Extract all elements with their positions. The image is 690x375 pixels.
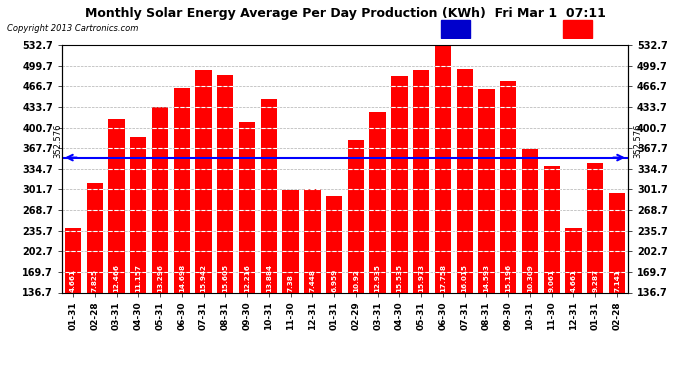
Bar	[217, 75, 233, 292]
Text: 352.576: 352.576	[633, 123, 642, 158]
Text: 13.296: 13.296	[157, 264, 163, 292]
Text: Monthly Solar Energy Average Per Day Production (KWh)  Fri Mar 1  07:11: Monthly Solar Energy Average Per Day Pro…	[85, 8, 605, 21]
Text: Copyright 2013 Cartronics.com: Copyright 2013 Cartronics.com	[7, 24, 138, 33]
Bar	[609, 193, 625, 292]
Text: 9.061: 9.061	[549, 269, 555, 292]
Bar	[435, 45, 451, 292]
Bar	[239, 122, 255, 292]
Text: 15.535: 15.535	[396, 264, 402, 292]
Text: 6.959: 6.959	[331, 268, 337, 292]
Text: 352.576: 352.576	[53, 123, 62, 158]
Bar	[174, 88, 190, 292]
Text: 10.92: 10.92	[353, 269, 359, 292]
Text: 15.973: 15.973	[418, 264, 424, 292]
Bar	[152, 107, 168, 292]
Bar	[108, 119, 125, 292]
Text: Monthly  (kWh): Monthly (kWh)	[595, 25, 668, 34]
Text: 12.216: 12.216	[244, 264, 250, 292]
Text: 4.661: 4.661	[571, 269, 577, 292]
Text: 15.605: 15.605	[222, 264, 228, 292]
Text: 17.758: 17.758	[440, 264, 446, 292]
Bar	[563, 20, 593, 38]
Bar	[65, 228, 81, 292]
Text: 4.661: 4.661	[70, 269, 76, 292]
Bar	[565, 228, 582, 292]
Text: 7.141: 7.141	[614, 269, 620, 292]
Bar	[413, 70, 429, 292]
Bar	[500, 81, 516, 292]
Bar	[478, 89, 495, 292]
Text: 14.593: 14.593	[484, 264, 489, 292]
Bar	[348, 140, 364, 292]
Text: 12.466: 12.466	[113, 264, 119, 292]
Text: 15.942: 15.942	[201, 264, 206, 292]
Text: Average  (kWh): Average (kWh)	[473, 25, 546, 34]
Text: 11.157: 11.157	[135, 264, 141, 292]
Bar	[282, 190, 299, 292]
Bar	[369, 112, 386, 292]
Text: 9.287: 9.287	[592, 269, 598, 292]
Text: 7.38: 7.38	[288, 274, 294, 292]
Bar	[195, 70, 212, 292]
Bar	[326, 195, 342, 292]
Text: 7.448: 7.448	[309, 269, 315, 292]
Text: 13.884: 13.884	[266, 264, 272, 292]
Bar	[304, 189, 321, 292]
Bar	[261, 99, 277, 292]
Bar	[86, 183, 103, 292]
Text: 16.015: 16.015	[462, 264, 468, 292]
Text: 15.196: 15.196	[505, 264, 511, 292]
Text: 14.698: 14.698	[179, 264, 185, 292]
Bar	[441, 20, 470, 38]
Bar	[544, 166, 560, 292]
Text: 12.935: 12.935	[375, 264, 381, 292]
Bar	[587, 163, 604, 292]
Text: 7.825: 7.825	[92, 269, 98, 292]
Text: 10.309: 10.309	[527, 264, 533, 292]
Bar	[522, 149, 538, 292]
Bar	[391, 76, 408, 292]
Bar	[130, 137, 146, 292]
Bar	[457, 69, 473, 292]
